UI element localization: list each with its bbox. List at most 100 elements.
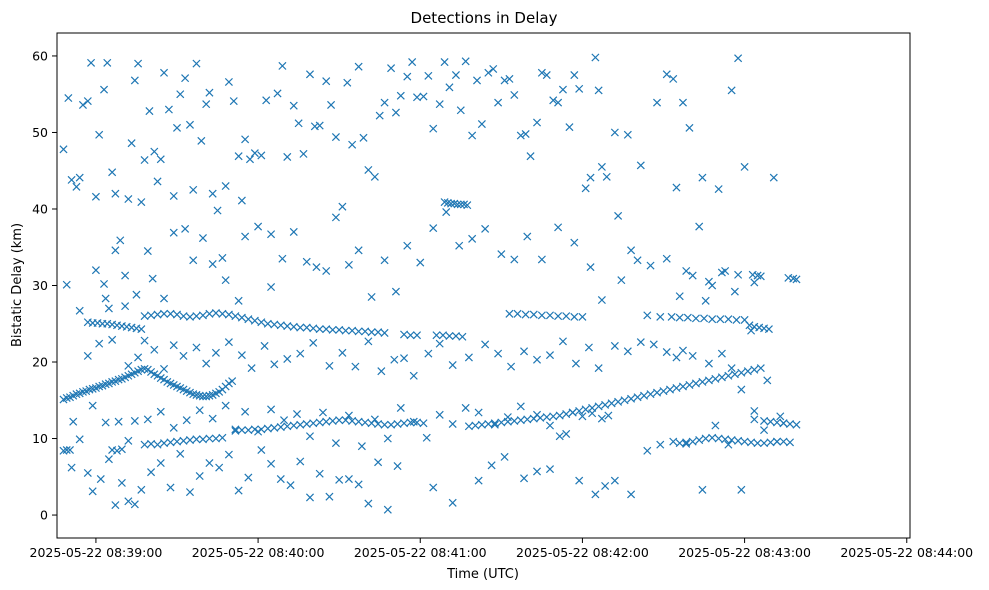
data-point (523, 415, 532, 424)
data-point (756, 364, 765, 373)
data-point (192, 435, 201, 444)
data-point (124, 361, 133, 370)
data-point (140, 440, 149, 449)
data-point (208, 260, 217, 269)
data-point (111, 189, 120, 198)
data-point (160, 294, 169, 303)
data-point (172, 123, 182, 132)
data-point (532, 410, 542, 419)
data-point (406, 331, 415, 340)
data-point (448, 361, 457, 370)
data-point (779, 437, 788, 446)
data-point (555, 432, 564, 441)
data-point (221, 401, 230, 410)
data-point (409, 417, 418, 426)
data-point (562, 410, 571, 419)
data-point (545, 311, 555, 320)
data-point (185, 312, 195, 321)
data-point (270, 360, 279, 369)
data-point (704, 359, 713, 368)
data-point (101, 294, 110, 303)
data-point (351, 362, 360, 371)
data-point (456, 200, 465, 209)
data-point (451, 331, 460, 341)
data-point (88, 401, 97, 410)
data-point (185, 120, 195, 129)
data-point (464, 422, 473, 431)
data-point (516, 402, 525, 411)
data-point (708, 433, 717, 442)
data-point (594, 86, 603, 95)
data-point (412, 93, 422, 102)
data-point (257, 445, 266, 455)
data-point (408, 58, 417, 67)
data-point (250, 149, 259, 158)
data-point (672, 384, 681, 393)
data-point (416, 258, 425, 267)
data-point (633, 393, 642, 402)
data-point (588, 409, 597, 418)
data-point (776, 412, 785, 421)
data-point (182, 416, 191, 425)
data-point (537, 68, 546, 77)
data-point (396, 403, 405, 412)
data-point (75, 435, 84, 444)
data-point (160, 439, 169, 448)
data-point (309, 324, 318, 333)
data-point (440, 58, 449, 67)
data-point (302, 323, 311, 332)
data-point (263, 319, 272, 328)
data-point (756, 272, 765, 281)
data-point (435, 339, 444, 348)
data-point (95, 130, 104, 139)
data-point (581, 405, 590, 414)
data-point (602, 172, 611, 181)
data-point (160, 309, 169, 318)
data-point (237, 426, 246, 435)
data-point (481, 340, 490, 349)
data-point (734, 436, 743, 445)
data-point (685, 380, 694, 389)
data-point (134, 353, 143, 362)
data-point (477, 120, 486, 129)
data-point (278, 254, 287, 263)
data-point (691, 379, 700, 388)
data-point (244, 426, 253, 435)
data-point (513, 309, 522, 318)
data-point (96, 475, 105, 484)
data-point (189, 256, 198, 265)
data-point (453, 200, 462, 209)
data-point (503, 413, 512, 422)
y-tick-label: 40 (32, 201, 48, 216)
data-point (698, 485, 707, 494)
data-point (760, 439, 769, 448)
data-point (633, 256, 642, 265)
data-point (669, 437, 678, 446)
data-point (294, 119, 303, 128)
data-point (724, 315, 733, 324)
data-point (305, 432, 315, 441)
data-point (338, 202, 347, 211)
data-point (224, 77, 233, 86)
data-point (701, 296, 710, 305)
data-point (717, 268, 726, 277)
data-point (463, 201, 472, 210)
data-point (357, 442, 366, 451)
data-point (792, 275, 801, 284)
data-point (176, 90, 185, 99)
data-point (354, 327, 363, 336)
data-point (565, 123, 574, 132)
data-point (419, 92, 428, 101)
data-point (328, 416, 337, 425)
data-point (137, 325, 146, 334)
data-point (185, 488, 195, 497)
data-point (176, 449, 185, 458)
data-point (610, 128, 619, 137)
data-point (532, 118, 542, 127)
data-point (391, 287, 400, 296)
data-point (198, 234, 207, 243)
data-point (95, 339, 104, 348)
x-axis: 2025-05-22 08:39:00 2025-05-22 08:40:00 20… (30, 538, 973, 560)
data-point (477, 420, 486, 429)
